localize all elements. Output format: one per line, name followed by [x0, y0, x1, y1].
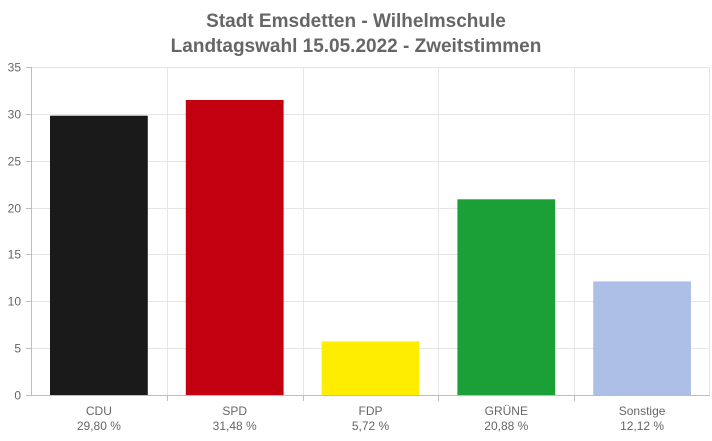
chart-title: Stadt Emsdetten - Wilhelmschule [206, 11, 506, 32]
x-category-label: GRÜNE [485, 404, 528, 418]
y-tick-label: 30 [8, 108, 22, 122]
y-tick-label: 10 [8, 295, 22, 309]
x-category-label: FDP [359, 404, 383, 418]
x-value-label: 20,88 % [484, 419, 528, 433]
x-value-label: 12,12 % [620, 419, 664, 433]
y-tick-label: 20 [8, 202, 22, 216]
bar-grüne [457, 199, 556, 395]
x-value-label: 29,80 % [77, 419, 121, 433]
bars [50, 100, 691, 395]
bar-fdp [321, 341, 420, 395]
x-value-label: 5,72 % [352, 419, 390, 433]
bar-sonstige [593, 281, 691, 395]
y-tick-label: 15 [8, 248, 22, 262]
y-tick-label: 35 [8, 61, 22, 75]
x-category-label: Sonstige [619, 404, 666, 418]
y-tick-label: 5 [14, 342, 21, 356]
y-tick-label: 25 [8, 155, 22, 169]
x-category-label: SPD [222, 404, 247, 418]
bar-cdu [50, 115, 148, 395]
bar-spd [185, 100, 284, 395]
x-category-label: CDU [86, 404, 112, 418]
chart-subtitle: Landtagswahl 15.05.2022 - Zweitstimmen [171, 36, 542, 57]
x-value-label: 31,48 % [213, 419, 257, 433]
y-tick-label: 0 [14, 389, 21, 403]
y-axis-ticks: 0 5 10 15 20 25 30 35 [8, 61, 575, 403]
